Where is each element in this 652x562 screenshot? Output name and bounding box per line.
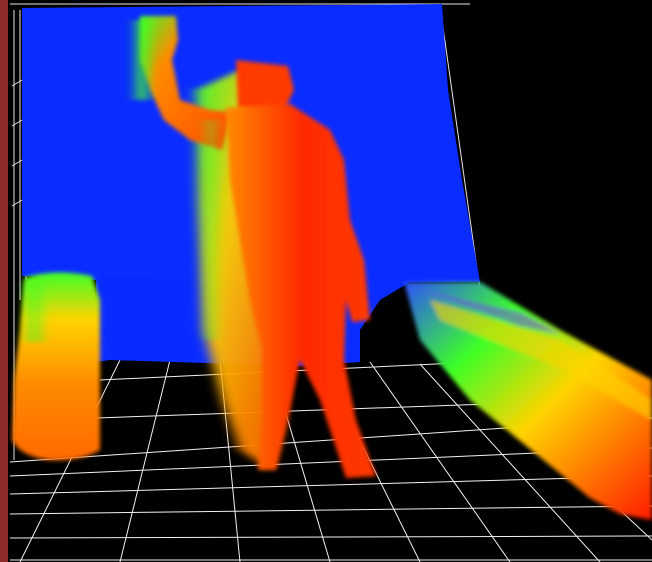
- left-border: [0, 0, 8, 562]
- right-bar: [404, 282, 652, 520]
- wall-lower-band: [22, 270, 200, 360]
- green-streaks: [26, 20, 216, 342]
- person-figure: [140, 16, 376, 478]
- raised-arm: [140, 16, 232, 150]
- floor-grid: [9, 359, 652, 562]
- body: [226, 104, 376, 478]
- left-pillar: [12, 272, 100, 461]
- head: [236, 60, 294, 114]
